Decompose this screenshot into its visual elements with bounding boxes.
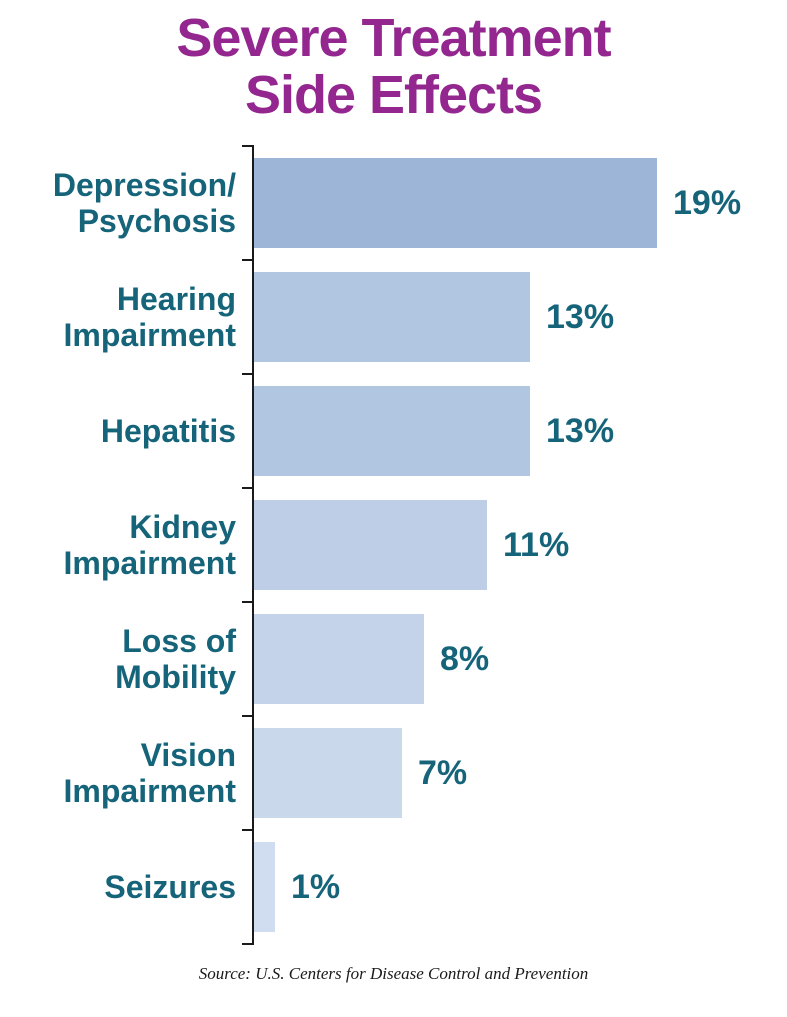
category-label: Kidney Impairment	[63, 508, 236, 582]
category-label: Depression/ Psychosis	[52, 166, 236, 240]
value-label: 7%	[418, 753, 468, 792]
bar	[254, 500, 487, 591]
category-label: Vision Impairment	[63, 736, 236, 810]
chart-title: Severe Treatment Side Effects	[176, 8, 611, 126]
bar	[254, 386, 530, 477]
bar	[254, 272, 530, 363]
source-attribution: Source: U.S. Centers for Disease Control…	[198, 964, 589, 984]
chart-row: Kidney Impairment 11%	[0, 487, 787, 603]
bar-track: 1%	[242, 829, 787, 946]
chart-row: Vision Impairment 7%	[0, 715, 787, 831]
bar-track: 13%	[242, 259, 787, 375]
bar	[254, 728, 402, 819]
value-label: 13%	[546, 297, 615, 336]
bar	[254, 614, 424, 705]
bar-track: 7%	[242, 715, 787, 831]
bar	[254, 158, 657, 249]
bar-track: 8%	[242, 601, 787, 717]
chart-row: Loss of Mobility 8%	[0, 601, 787, 717]
value-label: 19%	[673, 183, 742, 222]
value-label: 8%	[440, 639, 490, 678]
category-label: Hearing Impairment	[63, 280, 236, 354]
category-label: Seizures	[104, 869, 236, 906]
bar-chart: Depression/ Psychosis 19% Hearing Impairme…	[0, 145, 787, 946]
chart-row: Depression/ Psychosis 19%	[0, 145, 787, 261]
category-label: Loss of Mobility	[115, 622, 236, 696]
bar	[254, 842, 275, 933]
category-label: Hepatitis	[100, 413, 236, 450]
chart-row: Hearing Impairment 13%	[0, 259, 787, 375]
bar-track: 11%	[242, 487, 787, 603]
bar-track: 19%	[242, 145, 787, 261]
value-label: 13%	[546, 411, 615, 450]
chart-row: Hepatitis 13%	[0, 373, 787, 489]
chart-row: Seizures 1%	[0, 829, 787, 946]
value-label: 1%	[291, 867, 341, 906]
value-label: 11%	[503, 525, 570, 564]
bar-track: 13%	[242, 373, 787, 489]
